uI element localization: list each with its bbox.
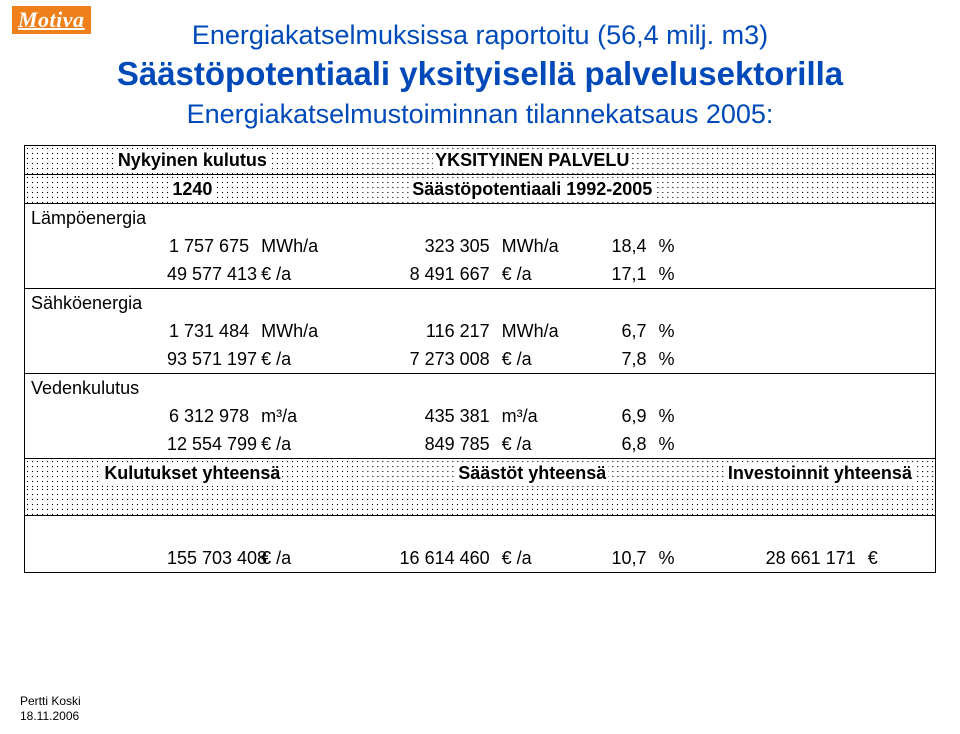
saving-pct-unit: %	[653, 232, 705, 260]
invest-value	[705, 317, 862, 345]
total-consumption-unit: € /a	[255, 544, 360, 572]
hdr-right-1	[705, 146, 935, 175]
saving-value: 8 491 667	[360, 260, 496, 289]
invest-unit	[862, 260, 935, 289]
saving-unit: m³/a	[496, 402, 580, 430]
consumption-value: 1 731 484	[161, 317, 255, 345]
section-label: Sähköenergia	[25, 289, 935, 318]
title-line-1: Energiakatselmuksissa raportoitu (56,4 m…	[20, 18, 940, 53]
invest-value	[705, 430, 862, 459]
totals-hdr-center: Säästöt yhteensä	[360, 459, 705, 488]
title-line-3: Energiakatselmustoiminnan tilannekatsaus…	[20, 97, 940, 132]
total-saving-unit: € /a	[496, 544, 580, 572]
consumption-value: 12 554 799	[161, 430, 255, 459]
spacer	[25, 232, 161, 260]
spacer	[25, 402, 161, 430]
saving-unit: MWh/a	[496, 232, 580, 260]
saving-pct: 6,9	[579, 402, 652, 430]
motiva-logo: Motiva	[12, 6, 91, 34]
data-table: Nykyinen kulutusYKSITYINEN PALVELU1240Sä…	[24, 145, 936, 573]
spacer	[25, 317, 161, 345]
consumption-unit: € /a	[255, 260, 360, 289]
hdr-left-1: Nykyinen kulutus	[25, 146, 360, 175]
saving-value: 323 305	[360, 232, 496, 260]
invest-unit	[862, 232, 935, 260]
hdr-left-2: 1240	[25, 175, 360, 204]
consumption-value: 1 757 675	[161, 232, 255, 260]
footer-name: Pertti Koski	[20, 694, 81, 709]
invest-unit	[862, 430, 935, 459]
total-invest-unit: €	[862, 544, 935, 572]
totals-hdr-blank	[25, 487, 935, 516]
invest-value	[705, 345, 862, 374]
invest-unit	[862, 317, 935, 345]
saving-value: 435 381	[360, 402, 496, 430]
title-block: Energiakatselmuksissa raportoitu (56,4 m…	[20, 12, 940, 131]
saving-pct: 17,1	[579, 260, 652, 289]
footer-date: 18.11.2006	[20, 709, 81, 724]
section-label: Vedenkulutus	[25, 374, 935, 403]
saving-value: 116 217	[360, 317, 496, 345]
spacer-row	[25, 516, 935, 545]
saving-unit: € /a	[496, 260, 580, 289]
title-line-2: Säästöpotentiaali yksityisellä palveluse…	[20, 53, 940, 95]
saving-pct-unit: %	[653, 402, 705, 430]
total-saving-value: 16 614 460	[360, 544, 496, 572]
consumption-unit: MWh/a	[255, 232, 360, 260]
spacer	[25, 430, 161, 459]
invest-value	[705, 402, 862, 430]
invest-unit	[862, 345, 935, 374]
consumption-unit: m³/a	[255, 402, 360, 430]
consumption-value: 49 577 413	[161, 260, 255, 289]
saving-unit: € /a	[496, 430, 580, 459]
invest-value	[705, 260, 862, 289]
section-label: Lämpöenergia	[25, 204, 935, 233]
totals-hdr-right: Investoinnit yhteensä	[705, 459, 935, 488]
saving-pct-unit: %	[653, 345, 705, 374]
hdr-center-1: YKSITYINEN PALVELU	[360, 146, 705, 175]
consumption-unit: MWh/a	[255, 317, 360, 345]
total-consumption-value: 155 703 408	[161, 544, 255, 572]
saving-pct: 6,7	[579, 317, 652, 345]
saving-value: 849 785	[360, 430, 496, 459]
saving-pct: 7,8	[579, 345, 652, 374]
invest-value	[705, 232, 862, 260]
total-saving-pct-unit: %	[653, 544, 705, 572]
spacer	[25, 260, 161, 289]
consumption-unit: € /a	[255, 345, 360, 374]
invest-unit	[862, 402, 935, 430]
motiva-logo-text: Motiva	[18, 7, 85, 32]
saving-pct-unit: %	[653, 260, 705, 289]
saving-pct-unit: %	[653, 430, 705, 459]
total-saving-pct: 10,7	[579, 544, 652, 572]
saving-unit: € /a	[496, 345, 580, 374]
consumption-value: 6 312 978	[161, 402, 255, 430]
hdr-right-2	[705, 175, 935, 204]
consumption-unit: € /a	[255, 430, 360, 459]
saving-pct: 6,8	[579, 430, 652, 459]
consumption-value: 93 571 197	[161, 345, 255, 374]
total-invest-value: 28 661 171	[705, 544, 862, 572]
saving-value: 7 273 008	[360, 345, 496, 374]
spacer	[25, 345, 161, 374]
saving-unit: MWh/a	[496, 317, 580, 345]
spacer	[25, 544, 161, 572]
saving-pct: 18,4	[579, 232, 652, 260]
totals-hdr-left: Kulutukset yhteensä	[25, 459, 360, 488]
footer: Pertti Koski 18.11.2006	[20, 694, 81, 724]
hdr-center-2: Säästöpotentiaali 1992-2005	[360, 175, 705, 204]
saving-pct-unit: %	[653, 317, 705, 345]
